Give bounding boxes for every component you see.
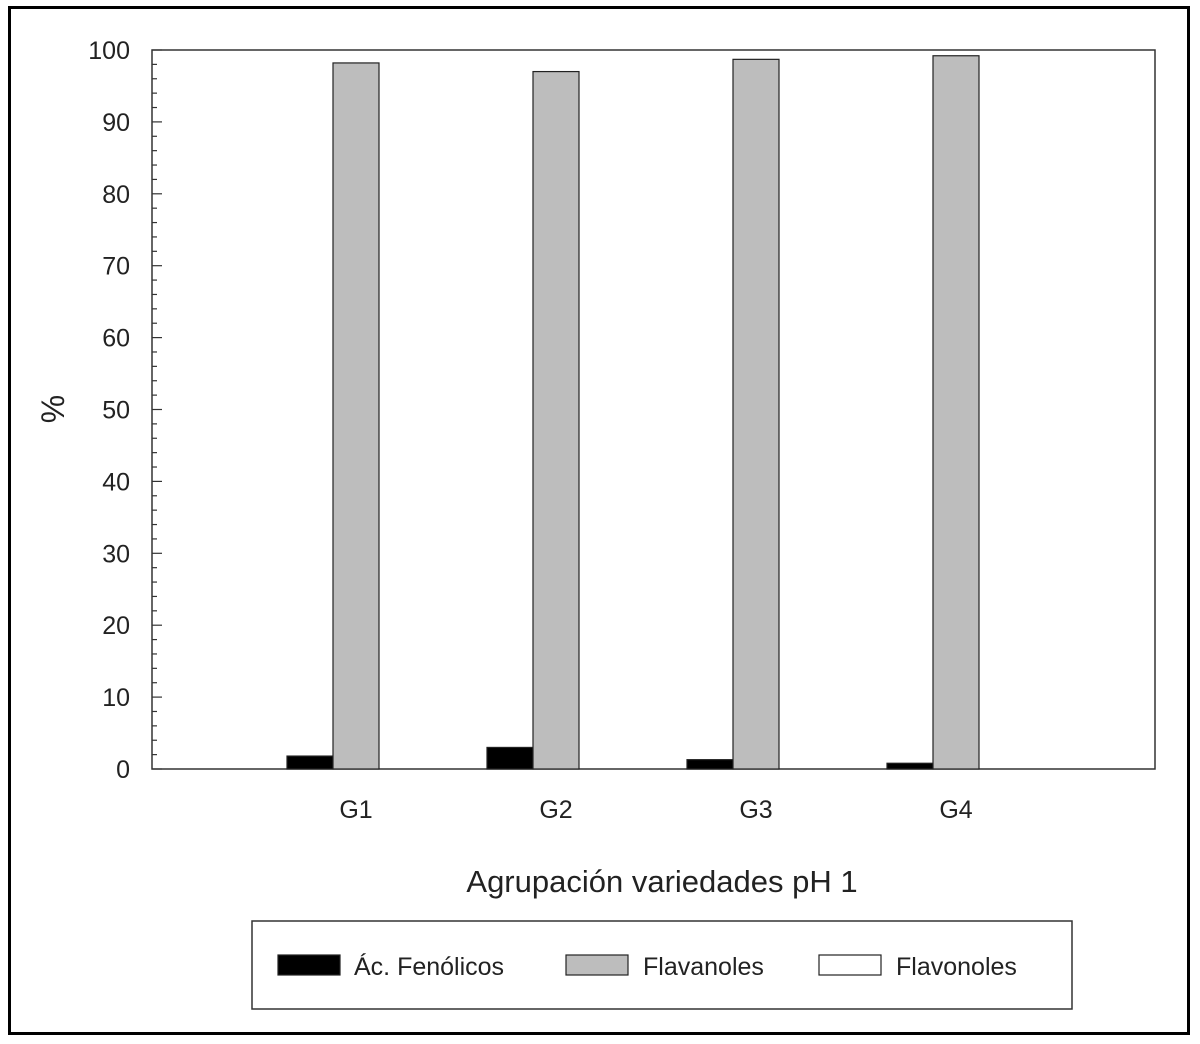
y-tick-label: 70: [102, 253, 130, 281]
legend-label: Ác. Fenólicos: [354, 952, 504, 981]
legend: Ác. Fenólicos Flavanoles Flavonoles: [251, 920, 1073, 1010]
plot-area: [151, 49, 1156, 770]
legend-swatch: [277, 954, 341, 976]
bar-g1-series-1: [286, 755, 334, 770]
bar-g3-series-2: [732, 58, 780, 770]
y-tick-label: 90: [102, 109, 130, 137]
bar-g1-series-2: [332, 62, 380, 770]
y-tick-label: 100: [88, 37, 130, 65]
x-tick-label: G2: [539, 796, 572, 824]
x-tick-label: G1: [339, 796, 372, 824]
plot-frame: [151, 49, 1156, 770]
bars: [286, 55, 980, 770]
x-axis: G1 G2 G3 G4: [339, 796, 972, 824]
x-tick-label: G3: [739, 796, 772, 824]
bar-g4-series-2: [932, 55, 980, 770]
y-tick-label: 80: [102, 181, 130, 209]
x-tick-label: G4: [939, 796, 972, 824]
legend-box: [251, 920, 1073, 1010]
bar-g4-series-1: [886, 762, 934, 770]
y-tick-label: 50: [102, 397, 130, 425]
bar-g2-series-2: [532, 70, 580, 770]
y-tick-label: 30: [102, 540, 130, 568]
y-axis-label: %: [35, 395, 71, 423]
legend-swatch: [565, 954, 629, 976]
legend-label: Flavanoles: [643, 953, 764, 981]
y-axis: 0 10 20 30 40 50 60 70 80 90 100: [88, 37, 162, 784]
y-tick-label: 40: [102, 468, 130, 496]
bar-g2-series-1: [486, 746, 534, 770]
legend-swatch: [818, 954, 882, 976]
y-tick-label: 60: [102, 325, 130, 353]
y-tick-label: 10: [102, 684, 130, 712]
y-tick-label: 0: [116, 756, 130, 784]
bar-g3-series-1: [686, 759, 734, 770]
legend-label: Flavonoles: [896, 953, 1017, 981]
x-axis-label: Agrupación variedades pH 1: [466, 864, 857, 899]
y-tick-label: 20: [102, 612, 130, 640]
